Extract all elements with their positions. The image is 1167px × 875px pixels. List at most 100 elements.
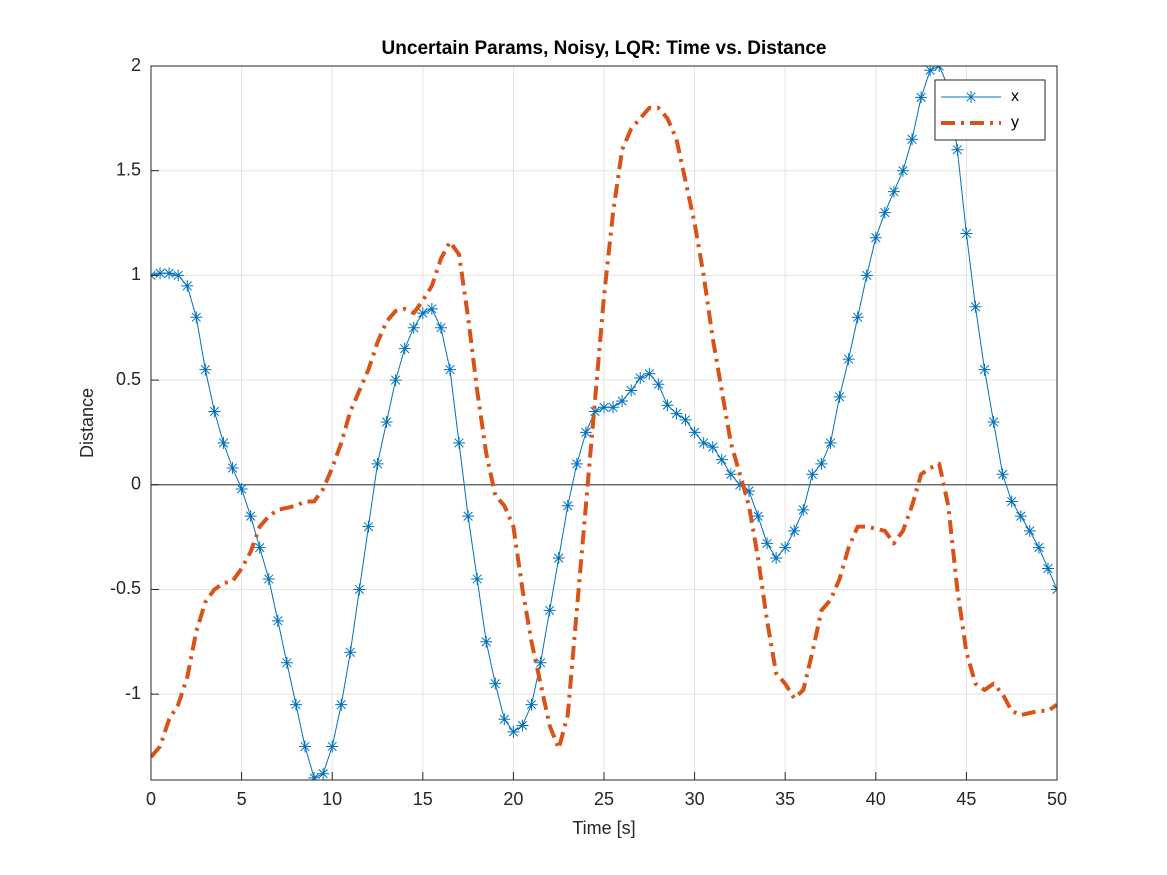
marker: [878, 206, 891, 219]
marker: [625, 384, 638, 397]
marker: [570, 457, 583, 470]
marker: [181, 279, 194, 292]
marker: [706, 441, 719, 454]
marker: [842, 353, 855, 366]
marker: [915, 91, 928, 104]
marker: [326, 740, 339, 753]
marker: [335, 698, 348, 711]
x-axis-label: Time [s]: [572, 818, 635, 838]
legend-label: y: [1011, 114, 1019, 131]
marker: [534, 656, 547, 669]
marker: [552, 552, 565, 565]
marker: [235, 482, 248, 495]
marker: [724, 468, 737, 481]
marker: [199, 363, 212, 376]
marker: [833, 390, 846, 403]
x-tick-label: 10: [322, 789, 342, 809]
legend: xy: [934, 79, 1046, 141]
marker: [661, 399, 674, 412]
x-tick-label: 0: [146, 789, 156, 809]
y-axis-label: Distance: [77, 388, 97, 458]
marker: [208, 405, 221, 418]
y-tick-label: 1: [131, 264, 141, 284]
marker: [353, 583, 366, 596]
marker: [951, 143, 964, 156]
marker: [561, 499, 574, 512]
marker: [262, 572, 275, 585]
marker: [987, 415, 1000, 428]
x-tick-label: 25: [594, 789, 614, 809]
marker: [869, 231, 882, 244]
marker: [516, 719, 529, 732]
marker: [425, 302, 438, 315]
marker: [697, 436, 710, 449]
marker: [643, 367, 656, 380]
marker: [770, 552, 783, 565]
marker: [788, 524, 801, 537]
marker: [607, 401, 620, 414]
marker: [154, 267, 167, 280]
x-tick-label: 45: [956, 789, 976, 809]
marker: [733, 478, 746, 491]
marker: [299, 740, 312, 753]
marker: [498, 713, 511, 726]
marker: [887, 185, 900, 198]
marker: [969, 300, 982, 313]
marker: [443, 363, 456, 376]
marker: [462, 510, 475, 523]
legend-marker: [965, 91, 977, 103]
marker: [896, 164, 909, 177]
marker: [616, 395, 629, 408]
marker: [407, 321, 420, 334]
marker: [507, 725, 520, 738]
marker: [906, 133, 919, 146]
marker: [1005, 495, 1018, 508]
marker: [190, 311, 203, 324]
marker: [172, 269, 185, 282]
marker: [398, 342, 411, 355]
marker: [960, 227, 973, 240]
marker: [679, 413, 692, 426]
marker: [389, 374, 402, 387]
marker: [453, 436, 466, 449]
legend-box: [934, 79, 1046, 141]
marker: [742, 485, 755, 498]
x-tick-label: 35: [775, 789, 795, 809]
marker: [598, 401, 610, 414]
x-tick-label: 30: [685, 789, 705, 809]
marker: [752, 510, 765, 523]
marker: [634, 371, 647, 384]
marker: [860, 269, 873, 282]
marker: [380, 415, 393, 428]
marker: [163, 267, 176, 280]
y-tick-label: 0.5: [116, 369, 141, 389]
marker: [253, 541, 266, 554]
marker: [543, 604, 556, 617]
ticks: 0 5 10 15 20 25 30 35 40 45 50 -1 -0.5 0 0.5 1 1.5 2: [110, 55, 1067, 809]
y-tick-label: -0.5: [110, 578, 141, 598]
marker: [652, 378, 665, 391]
marker: [434, 321, 447, 334]
y-tick-label: 1.5: [116, 159, 141, 179]
marker: [797, 503, 810, 516]
marker: [824, 436, 837, 449]
marker: [924, 66, 937, 77]
marker: [344, 646, 357, 659]
marker: [416, 307, 429, 320]
marker: [579, 426, 592, 439]
marker: [761, 537, 774, 550]
marker: [1041, 562, 1054, 575]
marker: [1014, 510, 1027, 523]
marker: [371, 457, 384, 470]
marker: [471, 572, 484, 585]
marker: [489, 677, 502, 690]
marker: [271, 614, 284, 627]
marker: [851, 311, 864, 324]
marker: [289, 698, 302, 711]
marker: [480, 635, 493, 648]
x-tick-label: 40: [866, 789, 886, 809]
marker: [996, 468, 1009, 481]
marker: [815, 457, 828, 470]
x-tick-label: 15: [413, 789, 433, 809]
